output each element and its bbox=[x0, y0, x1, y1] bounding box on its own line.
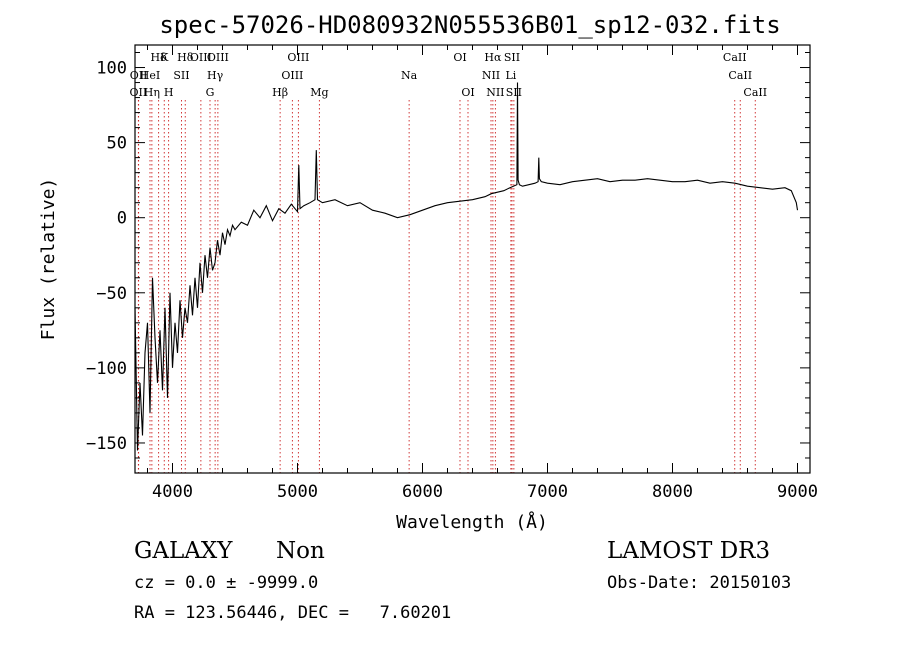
spectral-line-label: OIII bbox=[287, 51, 309, 64]
spectral-line-label: Hβ bbox=[272, 86, 288, 99]
y-tick-label: 100 bbox=[96, 59, 127, 79]
spectral-line-label: NII bbox=[486, 86, 504, 99]
x-tick-label: 6000 bbox=[402, 482, 443, 502]
spectral-line-label: CaII bbox=[743, 86, 767, 99]
redshift-line: cz = 0.0 ± -9999.0 bbox=[134, 573, 319, 593]
spectral-line-label: NII bbox=[482, 69, 500, 82]
spectral-line-label: G bbox=[206, 86, 215, 99]
spectral-line-label: CaII bbox=[728, 69, 752, 82]
spectral-line-label: SII bbox=[506, 86, 522, 99]
spectral-line-label: OII bbox=[130, 86, 148, 99]
spectral-line-label: OII bbox=[130, 69, 148, 82]
spectral-line-label: OI bbox=[453, 51, 466, 64]
y-axis: −150 −100 −50 0 50 100 bbox=[86, 52, 810, 459]
spectral-line-label: SII bbox=[173, 69, 189, 82]
y-tick-label: −50 bbox=[96, 284, 127, 304]
spectral-line-label: Li bbox=[505, 69, 516, 82]
x-axis-label: Wavelength (Å) bbox=[396, 511, 548, 533]
survey-name: LAMOST DR3 bbox=[607, 538, 771, 564]
spectral-line-label: OIII bbox=[281, 69, 303, 82]
spectral-line-label: H bbox=[164, 86, 174, 99]
spectral-line-label: HeI bbox=[140, 69, 160, 82]
y-tick-label: −150 bbox=[86, 434, 127, 454]
spectrum-line bbox=[134, 82, 799, 451]
y-tick-label: 0 bbox=[117, 209, 127, 229]
spectral-line-label: Na bbox=[401, 69, 418, 82]
observation-date: Obs-Date: 20150103 bbox=[607, 573, 792, 593]
y-tick-label: 50 bbox=[107, 134, 127, 154]
spectral-line-label: Hη bbox=[144, 86, 160, 99]
x-tick-label: 8000 bbox=[652, 482, 693, 502]
plot-frame bbox=[134, 44, 811, 474]
spectral-line-label: K bbox=[160, 51, 169, 64]
spectral-line-label: Hα bbox=[484, 51, 502, 64]
spectral-line-label: Mg bbox=[310, 86, 328, 99]
spectral-line-label: CaII bbox=[723, 51, 747, 64]
x-axis: 4000 5000 6000 7000 8000 9000 bbox=[147, 45, 818, 502]
spectral-line-label: Hγ bbox=[207, 69, 224, 82]
x-tick-label: 9000 bbox=[777, 482, 818, 502]
y-axis-label: Flux (relative) bbox=[38, 178, 59, 341]
x-tick-label: 4000 bbox=[152, 482, 193, 502]
y-tick-label: −100 bbox=[86, 359, 127, 379]
object-subtype: Non bbox=[276, 538, 325, 564]
x-tick-label: 7000 bbox=[527, 482, 568, 502]
spectral-line-label: SII bbox=[504, 51, 520, 64]
x-tick-label: 5000 bbox=[277, 482, 318, 502]
object-type: GALAXY bbox=[134, 538, 233, 564]
spectral-line-label: Hδ bbox=[151, 51, 168, 64]
coordinates-line: RA = 123.56446, DEC = 7.60201 bbox=[134, 603, 452, 623]
spectral-line-label: Hδ bbox=[177, 51, 194, 64]
chart-title: spec-57026-HD080932N055536B01_sp12-032.f… bbox=[159, 11, 780, 39]
spectral-line-label: OIII bbox=[207, 51, 229, 64]
spectral-line-markers: OIIOIIHeIHηHδKHSIIHδOIIIGHγOIIIHβOIIIOII… bbox=[130, 51, 767, 473]
spectral-line-label: OIII bbox=[190, 51, 212, 64]
spectral-line-label: OI bbox=[461, 86, 474, 99]
